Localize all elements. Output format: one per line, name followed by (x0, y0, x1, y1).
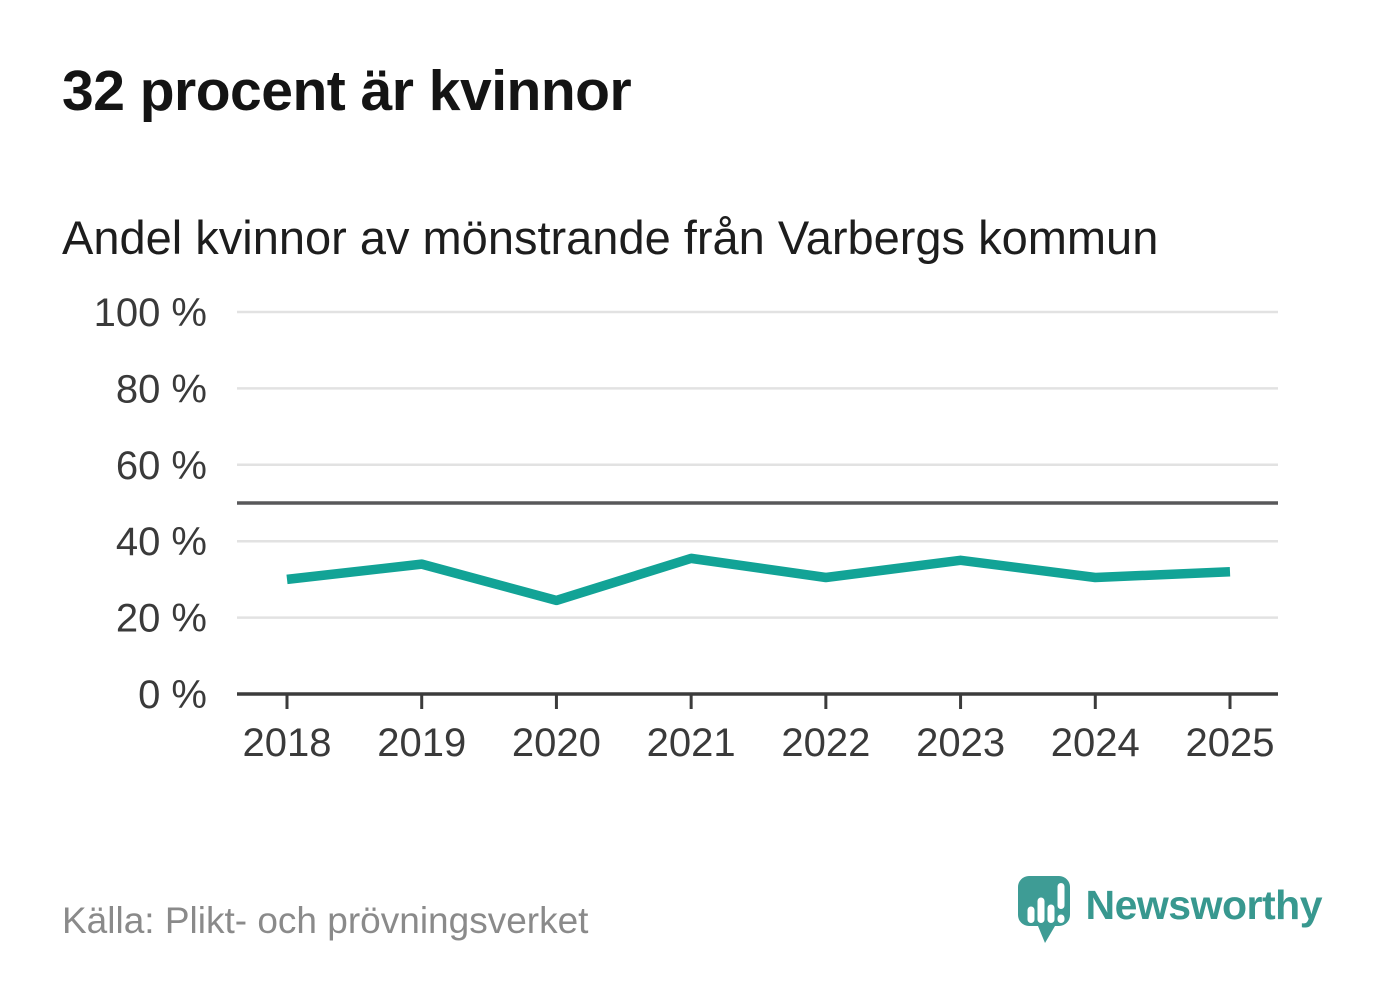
x-axis-tick-label: 2025 (1186, 721, 1275, 765)
y-axis-tick-label: 80 % (116, 367, 207, 411)
x-axis-tick-label: 2023 (916, 721, 1005, 765)
x-axis-tick-label: 2022 (781, 721, 870, 765)
x-axis-tick-label: 2020 (512, 721, 601, 765)
x-axis-tick-label: 2021 (647, 721, 736, 765)
logo-bars-icon (1027, 883, 1064, 923)
x-axis-tick-label: 2019 (377, 721, 466, 765)
newsworthy-logo-text: Newsworthy (1085, 882, 1323, 928)
x-axis-tick-label: 2024 (1051, 721, 1140, 765)
source-note: Källa: Plikt- och prövningsverket (62, 900, 589, 941)
chart-subtitle: Andel kvinnor av mönstrande från Varberg… (62, 211, 1159, 264)
y-axis-tick-label: 100 % (94, 291, 207, 335)
page-title: 32 procent är kvinnor (62, 59, 632, 123)
x-axis-tick-label: 2018 (243, 721, 332, 765)
data-line (286, 553, 1231, 606)
y-axis-tick-label: 40 % (116, 520, 207, 564)
y-axis-tick-label: 20 % (116, 597, 207, 641)
newsworthy-logo: Newsworthy (1017, 876, 1323, 944)
y-axis-tick-label: 60 % (116, 444, 207, 488)
y-axis-tick-label: 0 % (138, 673, 207, 717)
newsworthy-logo-icon (1017, 876, 1070, 943)
